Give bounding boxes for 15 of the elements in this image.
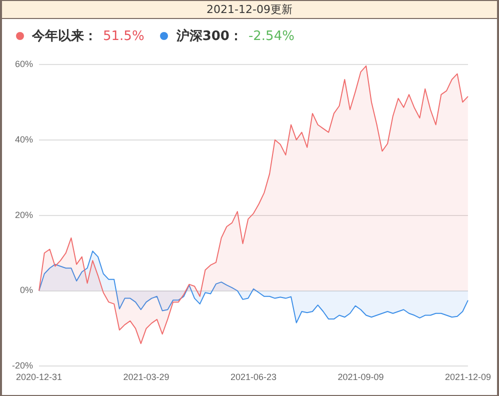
x-tick-label: 2020-12-31: [16, 372, 62, 382]
x-tick-label: 2021-06-23: [230, 372, 277, 382]
chart-title: 2021-12-09更新: [2, 1, 497, 19]
x-tick-label: 2021-09-09: [338, 372, 384, 382]
legend-label: 沪深300：: [176, 28, 242, 45]
legend-label: 今年以来：: [32, 28, 97, 45]
x-tick-label: 2021-03-29: [123, 372, 170, 382]
y-tick-label: 0%: [20, 285, 34, 296]
y-tick-label: -20%: [12, 360, 34, 371]
text: 51.5%: [103, 28, 144, 44]
y-tick-label: 40%: [14, 134, 34, 144]
x-tick-label: 2021-12-09: [444, 372, 492, 382]
y-tick-label: 20%: [14, 210, 34, 220]
y-tick-label: 60%: [14, 58, 34, 69]
text: -2.54%: [248, 28, 294, 44]
